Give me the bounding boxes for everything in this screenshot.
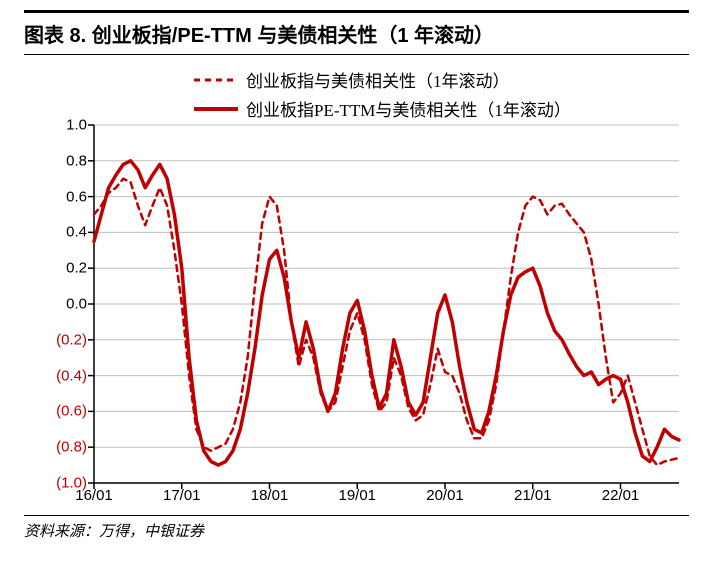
legend-swatch-dashed	[194, 71, 238, 89]
x-tick-label: 16/01	[75, 487, 113, 504]
chart-area: 创业板指与美债相关性（1年滚动） 创业板指PE-TTM与美债相关性（1年滚动） …	[24, 55, 689, 515]
chart-title-row: 图表 8. 创业板指/PE-TTM 与美债相关性（1 年滚动）	[24, 10, 689, 55]
chart-legend: 创业板指与美债相关性（1年滚动） 创业板指PE-TTM与美债相关性（1年滚动）	[194, 67, 571, 125]
legend-label-a: 创业板指与美债相关性（1年滚动）	[246, 67, 510, 92]
y-tick-label: 1.0	[66, 117, 87, 134]
y-tick-label: 0.6	[66, 188, 87, 205]
legend-label-b: 创业板指PE-TTM与美债相关性（1年滚动）	[246, 96, 571, 121]
x-tick-label: 17/01	[163, 487, 201, 504]
x-tick-label: 21/01	[514, 487, 552, 504]
legend-item-a: 创业板指与美债相关性（1年滚动）	[194, 67, 571, 92]
y-tick-label: (0.8)	[56, 439, 87, 456]
legend-item-b: 创业板指PE-TTM与美债相关性（1年滚动）	[194, 96, 571, 121]
x-tick-label: 22/01	[602, 487, 640, 504]
y-tick-label: (0.2)	[56, 331, 87, 348]
legend-swatch-solid	[194, 100, 238, 118]
y-tick-label: 0.0	[66, 296, 87, 313]
x-tick-label: 20/01	[426, 487, 464, 504]
y-tick-label: 0.4	[66, 224, 87, 241]
chart-title: 图表 8. 创业板指/PE-TTM 与美债相关性（1 年滚动）	[24, 25, 494, 47]
y-tick-label: (0.4)	[56, 367, 87, 384]
y-tick-label: (0.6)	[56, 403, 87, 420]
y-tick-label: 0.8	[66, 152, 87, 169]
chart-source: 资料来源：万得，中银证券	[24, 515, 689, 541]
x-tick-label: 18/01	[251, 487, 289, 504]
y-tick-label: 0.2	[66, 260, 87, 277]
x-tick-label: 19/01	[338, 487, 376, 504]
